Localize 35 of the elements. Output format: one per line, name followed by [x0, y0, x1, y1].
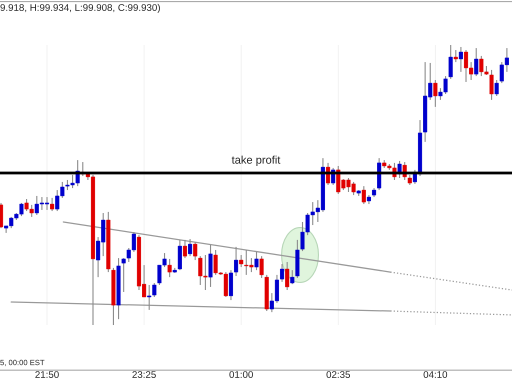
candlestick — [152, 282, 156, 298]
candlestick — [168, 258, 172, 278]
candlestick — [208, 244, 213, 288]
candlestick — [228, 270, 234, 301]
candlestick — [239, 254, 244, 268]
candlestick — [474, 48, 478, 77]
x-tick-label: 23:25 — [132, 371, 156, 378]
candlestick — [408, 174, 412, 186]
x-tick-label: 21:50 — [35, 371, 59, 378]
candlestick — [448, 44, 453, 80]
candlestick — [494, 79, 499, 97]
candlestick — [458, 46, 463, 72]
x-tick-label: 04:10 — [424, 371, 448, 378]
x-tick-label: 01:00 — [229, 371, 253, 378]
candlestick — [454, 49, 458, 63]
candlestick — [182, 239, 188, 259]
candlestick — [50, 197, 54, 212]
ref-line-label: take profit — [232, 156, 280, 166]
candlestick — [260, 256, 264, 279]
candlestick — [122, 258, 126, 293]
candlestick — [0, 202, 4, 229]
candlestick — [234, 246, 238, 277]
candlestick — [290, 270, 294, 285]
candlestick — [178, 239, 182, 271]
candlestick — [362, 186, 366, 205]
candlestick — [188, 238, 192, 257]
candlestick — [254, 251, 259, 271]
candlestick — [280, 263, 284, 282]
chart-title: 9.918, H:99.934, L:99.908, C:99.930) — [0, 4, 160, 13]
candlestick — [433, 79, 438, 108]
candlestick — [285, 261, 290, 291]
candlestick — [490, 69, 494, 100]
candlestick — [147, 284, 152, 310]
x-tick-label: 02:35 — [326, 371, 350, 378]
candlestick — [193, 242, 198, 261]
